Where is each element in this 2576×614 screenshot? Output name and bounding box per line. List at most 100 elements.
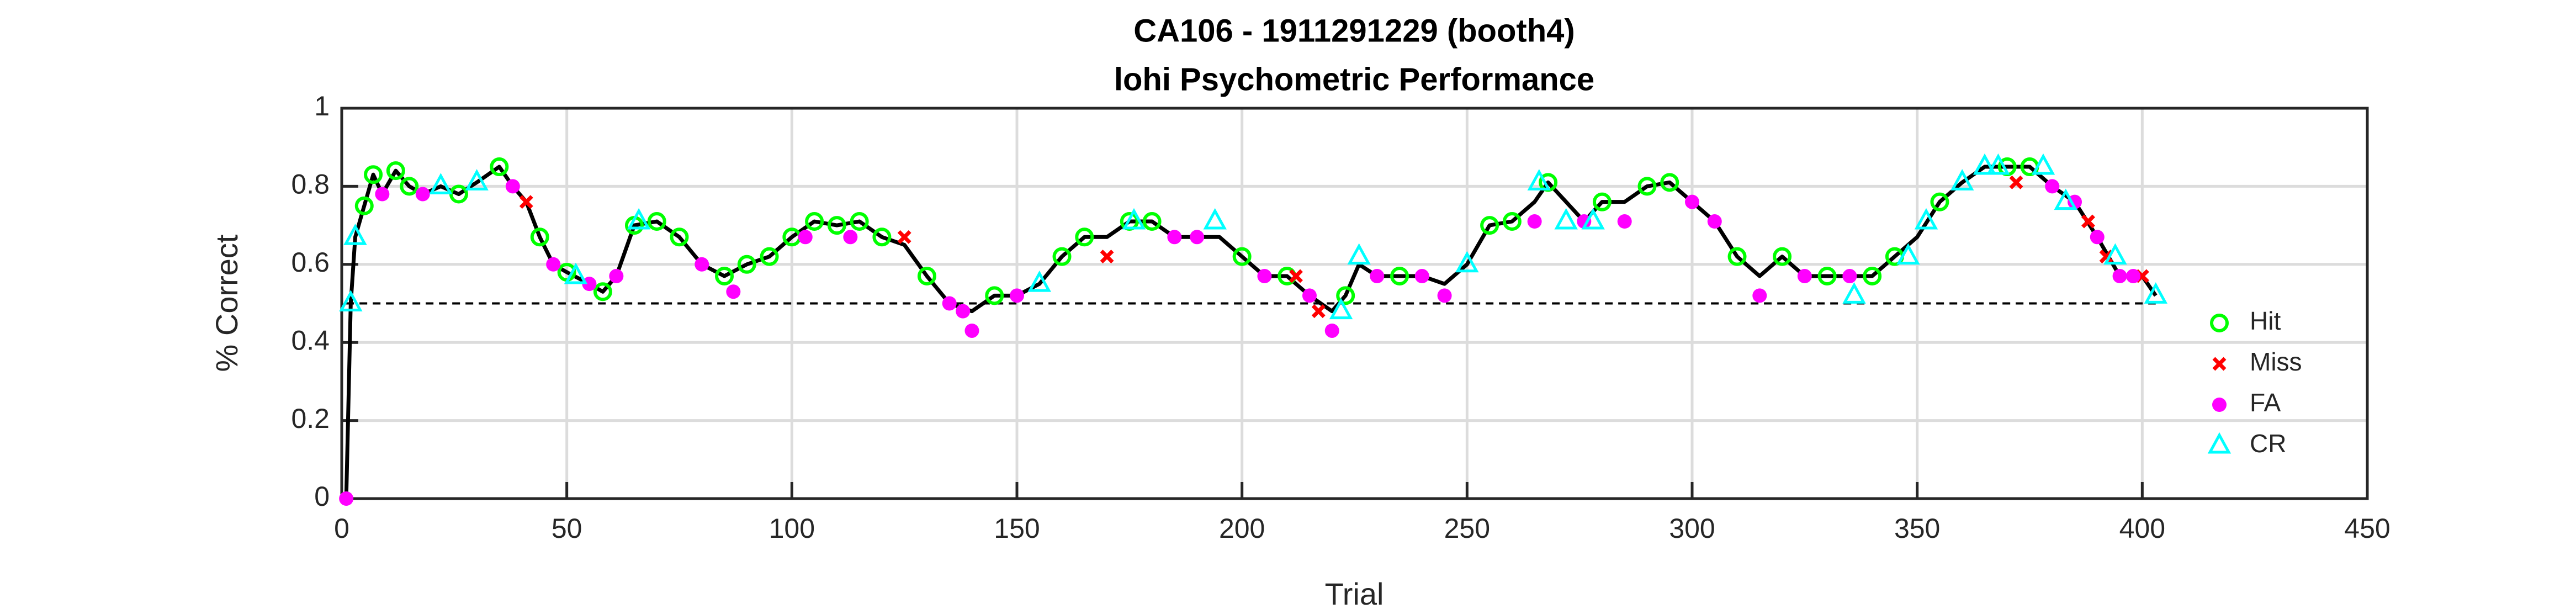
marker-triangle — [2054, 188, 2077, 210]
marker-dot — [1190, 230, 1205, 245]
marker-dot — [1010, 288, 1024, 303]
marker-dot — [609, 269, 624, 284]
marker-circle — [386, 161, 405, 181]
marker-circle — [354, 196, 374, 215]
marker-dot — [1370, 269, 1385, 284]
marker-circle — [1817, 267, 1837, 286]
marker-circle — [400, 177, 419, 196]
marker-dot — [2126, 269, 2141, 284]
marker-triangle — [465, 169, 489, 190]
marker-circle — [1863, 267, 1882, 286]
x-tick-label: 300 — [1669, 513, 1715, 544]
marker-triangle — [2103, 243, 2127, 265]
marker-dot — [582, 277, 597, 292]
marker-dot — [1752, 288, 1767, 303]
marker-circle — [850, 212, 869, 231]
marker-x — [1100, 250, 1114, 264]
marker-dot — [1302, 288, 1317, 303]
x-axis-label: Trial — [1325, 576, 1384, 611]
legend-label: FA — [2250, 388, 2281, 417]
marker-circle — [917, 267, 936, 286]
marker-dot — [1437, 288, 1452, 303]
marker-dot — [1842, 269, 1857, 284]
marker-triangle — [1986, 153, 2010, 175]
marker-triangle — [2144, 282, 2168, 304]
marker-dot — [1617, 214, 1632, 229]
marker-dot — [1707, 214, 1722, 229]
y-tick-label: 1 — [314, 91, 330, 121]
marker-dot — [1167, 230, 1182, 245]
performance-line — [344, 165, 2158, 499]
marker-dot — [1257, 269, 1272, 284]
marker-circle — [530, 227, 549, 247]
marker-dot — [1577, 214, 1592, 229]
marker-dot — [546, 257, 561, 272]
marker-circle — [1660, 173, 1679, 192]
marker-dot — [695, 257, 709, 272]
marker-x — [2099, 250, 2113, 264]
marker-circle — [1727, 247, 1747, 266]
marker-dot — [1797, 269, 1812, 284]
marker-triangle — [1329, 298, 1353, 320]
marker-dot — [1527, 214, 1542, 229]
marker-triangle — [1347, 243, 1371, 265]
legend-marker — [2212, 398, 2227, 412]
x-tick-label: 100 — [769, 513, 815, 544]
y-tick-label: 0 — [314, 481, 330, 512]
marker-circle — [805, 212, 824, 231]
marker-x — [2009, 175, 2023, 189]
marker-circle — [1930, 192, 1949, 211]
marker-triangle — [1842, 282, 1866, 304]
legend-label: Miss — [2250, 347, 2302, 376]
marker-dot — [2045, 179, 2060, 194]
marker-triangle — [1950, 169, 1974, 190]
marker-dot — [375, 187, 390, 202]
marker-circle — [827, 216, 846, 235]
marker-dot — [1324, 323, 1339, 338]
x-tick-label: 0 — [334, 513, 349, 544]
marker-triangle — [564, 262, 588, 284]
marker-triangle — [339, 290, 363, 311]
marker-circle — [670, 227, 689, 247]
marker-x — [519, 195, 533, 209]
marker-triangle — [1554, 208, 1578, 230]
marker-dot — [2068, 194, 2082, 209]
marker-x — [897, 230, 911, 244]
marker-dot — [2112, 269, 2127, 284]
marker-circle — [1502, 212, 1522, 231]
marker-triangle — [1973, 153, 1997, 175]
marker-dot — [964, 323, 979, 338]
marker-dot — [2090, 230, 2105, 245]
marker-triangle — [429, 173, 453, 194]
marker-circle — [364, 165, 383, 184]
marker-x — [1289, 269, 1303, 283]
marker-triangle — [1455, 251, 1479, 273]
legend-marker — [2210, 314, 2229, 332]
y-tick-label: 0.8 — [291, 169, 330, 200]
marker-x — [2081, 214, 2095, 229]
x-tick-label: 350 — [1894, 513, 1940, 544]
chart-subtitle: lohi Psychometric Performance — [1114, 61, 1594, 97]
marker-circle — [715, 267, 734, 286]
x-tick-label: 150 — [994, 513, 1040, 544]
marker-triangle — [343, 224, 367, 245]
y-tick-label: 0.4 — [291, 325, 330, 356]
marker-circle — [1773, 247, 1792, 266]
marker-dot — [1414, 269, 1429, 284]
marker-circle — [985, 286, 1004, 305]
marker-dot — [798, 230, 813, 245]
y-axis-label: % Correct — [209, 234, 244, 372]
marker-triangle — [1027, 270, 1051, 292]
marker-dot — [339, 491, 354, 506]
x-tick-label: 400 — [2119, 513, 2165, 544]
marker-circle — [737, 255, 756, 274]
y-tick-label: 0.2 — [291, 403, 330, 434]
marker-triangle — [1581, 208, 1605, 230]
chart-title: CA106 - 1911291229 (booth4) — [1133, 13, 1575, 49]
x-tick-label: 50 — [552, 513, 582, 544]
marker-triangle — [2031, 153, 2055, 175]
marker-dot — [843, 230, 858, 245]
marker-triangle — [1896, 243, 1920, 265]
marker-circle — [1592, 192, 1612, 211]
